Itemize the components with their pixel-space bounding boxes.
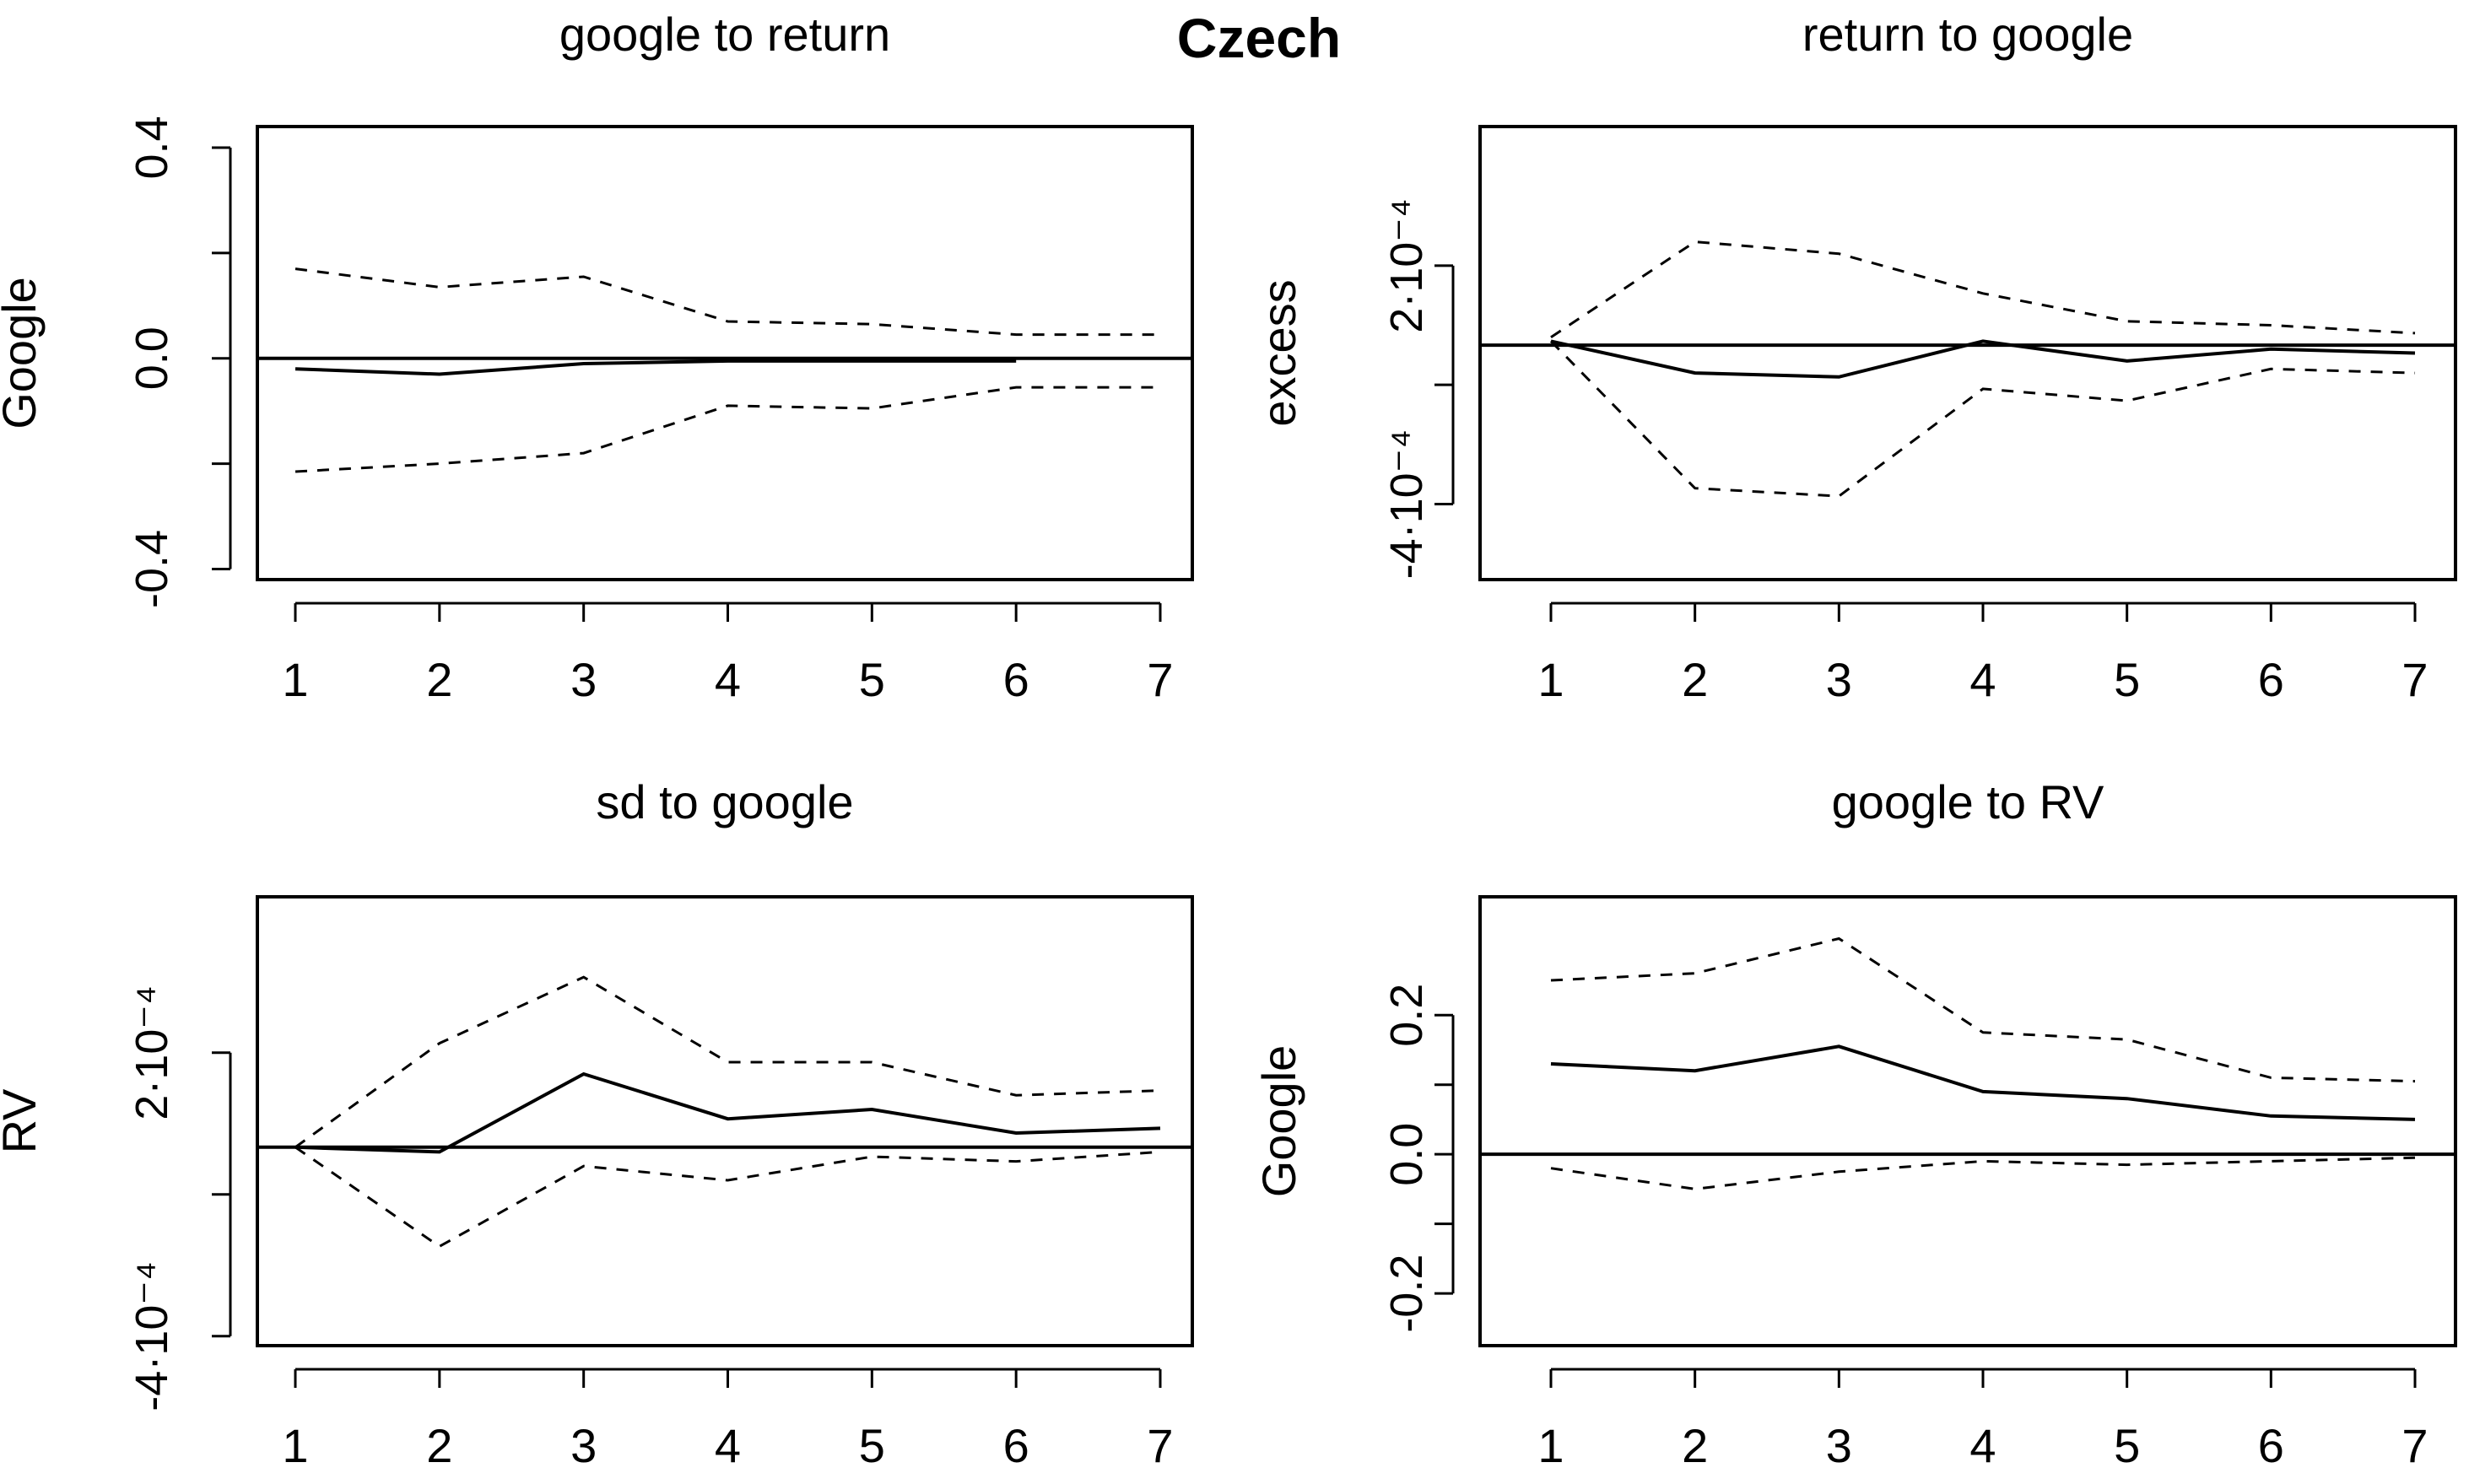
- panel-title: return to google: [1802, 8, 2133, 61]
- lower-band-line: [1549, 340, 2416, 498]
- x-tick-label: 3: [1826, 1419, 1852, 1472]
- upper-band-line: [1550, 240, 2416, 338]
- x-tick-label: 4: [715, 653, 741, 706]
- response-line: [294, 359, 1017, 376]
- x-tick-label: 6: [1003, 1419, 1029, 1472]
- x-tick-label: 2: [426, 653, 452, 706]
- x-tick-label: 6: [1003, 653, 1029, 706]
- plot-frame: [1478, 895, 2457, 1347]
- panel-title: google to return: [559, 8, 890, 61]
- y-tick-label: 0.4: [127, 116, 177, 179]
- y-tick-label: -4·10⁻⁴: [127, 1261, 177, 1411]
- response-line: [1550, 339, 2416, 379]
- panel-title: sd to google: [596, 775, 853, 828]
- y-tick-label: 2·10⁻⁴: [127, 985, 177, 1120]
- lower-band-line: [294, 386, 1160, 473]
- upper-band-line: [294, 975, 1161, 1149]
- y-tick-label: 0.0: [127, 326, 177, 390]
- y-tick-label: 0.0: [1381, 1123, 1432, 1186]
- x-tick-label: 1: [1537, 653, 1564, 706]
- x-tick-label: 4: [715, 1419, 741, 1472]
- x-tick-label: 1: [1537, 1419, 1564, 1472]
- plot-frame: [256, 895, 1194, 1347]
- panel-title: google to RV: [1832, 775, 2104, 828]
- panel-4: google to RV Google -0.2 0.0 0.2 1 2 3 4 5 6 7: [1252, 775, 2457, 1472]
- response-line: [294, 1071, 1161, 1154]
- panel-3: sd to google RV -4·10⁻⁴ 2·10⁻⁴ 1 2 3 4 5 6 7: [0, 775, 1194, 1472]
- panel-1: google to return Google -0.4 0.0 0.4 1 2 3 4 5 6 7: [0, 8, 1194, 706]
- x-tick-label: 5: [2114, 1419, 2140, 1472]
- y-tick-label: 0.2: [1381, 984, 1432, 1047]
- x-tick-label: 3: [570, 1419, 597, 1472]
- x-tick-label: 2: [426, 1419, 452, 1472]
- lower-band-line: [294, 1146, 1161, 1249]
- panel-2: return to google excess -4·10⁻⁴ 2·10⁻⁴ 1 2 3 4 5…: [1252, 8, 2457, 706]
- y-axis-label: Google: [1252, 1045, 1305, 1198]
- x-tick-label: 6: [2258, 653, 2284, 706]
- y-axis-label: RV: [0, 1088, 46, 1153]
- plot-frame: [256, 125, 1194, 581]
- y-tick-label: -4·10⁻⁴: [1381, 429, 1432, 580]
- x-tick-label: 5: [859, 1419, 885, 1472]
- y-tick-label: -0.2: [1381, 1255, 1432, 1333]
- x-tick-label: 7: [1147, 653, 1173, 706]
- x-tick-label: 4: [1969, 653, 1996, 706]
- x-tick-label: 1: [282, 1419, 308, 1472]
- x-tick-label: 3: [1826, 653, 1852, 706]
- y-axis-label: excess: [1252, 279, 1305, 426]
- x-tick-label: 7: [2401, 1419, 2428, 1472]
- x-tick-label: 4: [1969, 1419, 1996, 1472]
- response-line: [1550, 1044, 2416, 1121]
- x-tick-label: 6: [2258, 1419, 2284, 1472]
- y-tick-label: -0.4: [127, 530, 177, 608]
- x-tick-label: 7: [2401, 653, 2428, 706]
- x-tick-label: 3: [570, 653, 597, 706]
- upper-band-line: [1550, 936, 2416, 1083]
- x-tick-label: 2: [1682, 1419, 1708, 1472]
- y-axis-label: Google: [0, 277, 46, 429]
- x-tick-label: 7: [1147, 1419, 1173, 1472]
- upper-band-line: [294, 267, 1160, 337]
- lower-band-line: [1550, 1156, 2416, 1190]
- x-tick-label: 2: [1682, 653, 1708, 706]
- x-tick-label: 5: [2114, 653, 2140, 706]
- plot-frame: [1478, 125, 2457, 581]
- figure-title: Czech: [1177, 7, 1341, 69]
- x-tick-label: 5: [859, 653, 885, 706]
- x-tick-label: 1: [282, 653, 308, 706]
- y-tick-label: 2·10⁻⁴: [1381, 198, 1432, 333]
